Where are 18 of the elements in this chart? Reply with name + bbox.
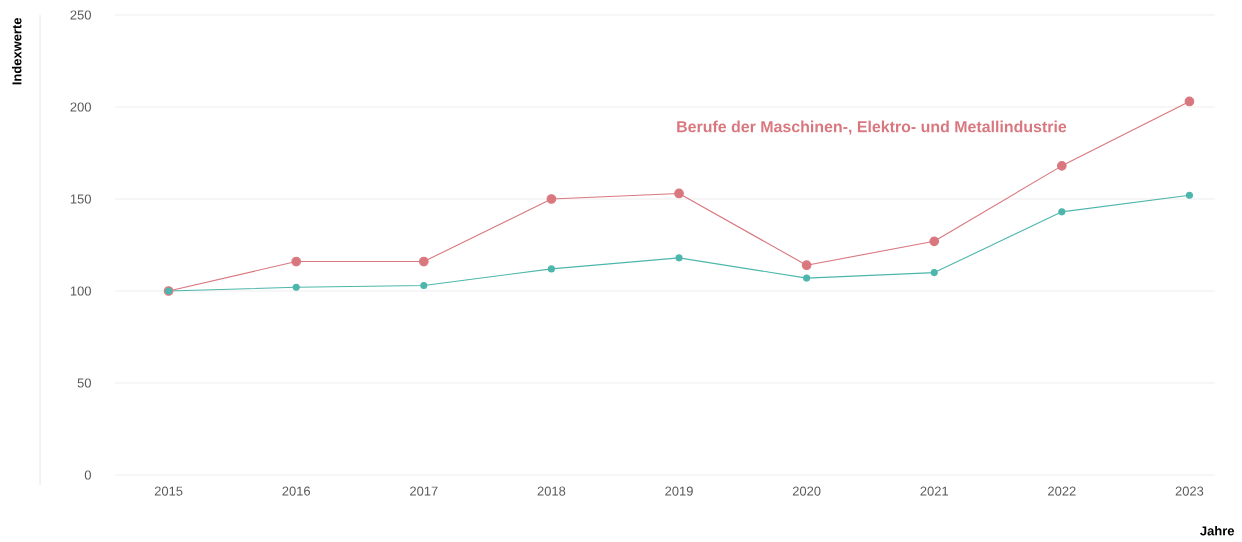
y-axis-title: Indexwerte — [11, 17, 22, 85]
x-tick-label: 2019 — [665, 486, 693, 496]
x-tick-label: 2023 — [1175, 486, 1204, 496]
y-tick-label: 100 — [70, 286, 91, 296]
x-tick-label: 2015 — [154, 486, 183, 496]
y-tick-label: 150 — [70, 194, 91, 204]
series-label: Berufe der Maschinen-, Elektro- und Metallindustrie — [677, 120, 1067, 135]
y-tick-label: 0 — [84, 470, 91, 480]
x-tick-label: 2021 — [920, 486, 948, 496]
y-tick-label: 200 — [70, 102, 91, 112]
x-tick-label: 2020 — [792, 486, 821, 496]
x-axis-title: Jahre — [1200, 525, 1235, 536]
x-tick-label: 2017 — [410, 486, 438, 496]
y-tick-label: 250 — [70, 10, 91, 20]
y-tick-label: 50 — [77, 378, 91, 388]
x-tick-label: 2016 — [282, 486, 311, 496]
x-tick-label: 2018 — [537, 486, 566, 496]
x-tick-label: 2022 — [1048, 486, 1076, 496]
